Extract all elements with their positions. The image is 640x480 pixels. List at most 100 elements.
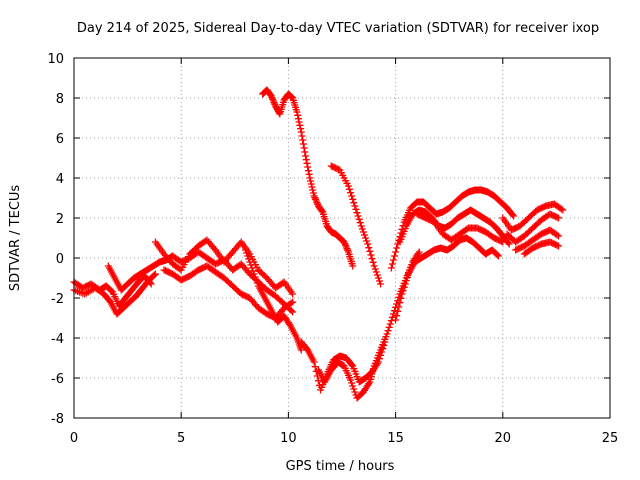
data-point bbox=[414, 250, 422, 258]
data-point bbox=[393, 312, 401, 320]
data-point bbox=[300, 144, 308, 152]
data-point bbox=[349, 262, 357, 270]
data-point bbox=[400, 283, 408, 291]
series-arc-4 bbox=[151, 236, 297, 298]
data-point bbox=[349, 195, 357, 203]
data-point bbox=[246, 258, 254, 266]
data-point bbox=[364, 240, 372, 248]
data-point bbox=[243, 249, 251, 257]
data-point bbox=[553, 231, 561, 239]
data-point bbox=[388, 260, 396, 268]
plot-frame bbox=[73, 57, 611, 419]
data-point bbox=[371, 265, 379, 273]
data-point bbox=[555, 232, 563, 240]
series-arc-13 bbox=[392, 234, 503, 324]
data-point bbox=[271, 100, 279, 108]
data-point bbox=[252, 276, 260, 284]
chart-title: Day 214 of 2025, Sidereal Day-to-day VTE… bbox=[77, 21, 599, 36]
data-point bbox=[306, 174, 314, 182]
data-point bbox=[392, 248, 400, 256]
data-point bbox=[499, 238, 507, 246]
y-tick-label: 6 bbox=[56, 132, 64, 147]
data-point bbox=[385, 323, 393, 331]
data-point bbox=[353, 209, 361, 217]
data-point bbox=[373, 271, 381, 279]
data-point bbox=[351, 388, 359, 396]
data-point bbox=[493, 251, 501, 259]
data-point bbox=[314, 377, 322, 385]
data-point bbox=[342, 243, 350, 251]
data-point bbox=[403, 273, 411, 281]
data-point bbox=[365, 244, 373, 252]
data-point bbox=[356, 219, 364, 227]
data-point bbox=[250, 270, 258, 278]
data-point bbox=[402, 277, 410, 285]
data-point bbox=[295, 118, 303, 126]
data-point bbox=[150, 271, 158, 279]
data-point bbox=[268, 94, 276, 102]
data-point bbox=[395, 303, 403, 311]
data-point bbox=[351, 202, 359, 210]
data-point bbox=[350, 385, 358, 393]
data-point bbox=[340, 238, 348, 246]
data-point bbox=[397, 294, 405, 302]
data-point bbox=[210, 244, 218, 252]
data-point bbox=[508, 211, 516, 219]
data-point bbox=[505, 240, 513, 248]
data-point bbox=[383, 330, 391, 338]
data-point bbox=[352, 205, 360, 213]
y-tick-label: 4 bbox=[56, 172, 64, 187]
data-point bbox=[242, 246, 250, 254]
data-point bbox=[309, 186, 317, 194]
data-point bbox=[297, 125, 305, 133]
data-point bbox=[296, 121, 304, 129]
data-point bbox=[289, 298, 297, 306]
data-point bbox=[305, 170, 313, 178]
data-point bbox=[366, 247, 374, 255]
data-point bbox=[253, 279, 261, 287]
data-point bbox=[269, 95, 277, 103]
x-tick-label: 15 bbox=[387, 431, 404, 446]
data-point bbox=[251, 273, 259, 281]
data-point bbox=[289, 290, 297, 298]
data-point bbox=[285, 320, 293, 328]
x-tick-label: 5 bbox=[177, 431, 185, 446]
series-arc-18 bbox=[520, 238, 563, 258]
data-point bbox=[354, 212, 362, 220]
data-point bbox=[267, 92, 275, 100]
data-point bbox=[245, 255, 253, 263]
data-point bbox=[555, 242, 563, 250]
data-point bbox=[387, 317, 395, 325]
data-point bbox=[384, 327, 392, 335]
data-point bbox=[361, 231, 369, 239]
data-point bbox=[553, 213, 561, 221]
data-point bbox=[312, 197, 320, 205]
data-point bbox=[341, 240, 349, 248]
data-point bbox=[394, 307, 402, 315]
data-point bbox=[495, 252, 503, 260]
data-point bbox=[389, 310, 397, 318]
data-point bbox=[310, 358, 318, 366]
data-point bbox=[312, 195, 320, 203]
y-axis-title: SDTVAR / TECUs bbox=[8, 185, 23, 292]
y-tick-label: -2 bbox=[51, 292, 64, 307]
axes-layer bbox=[73, 57, 611, 419]
data-point bbox=[294, 111, 302, 119]
y-tick-label: -4 bbox=[51, 332, 64, 347]
data-point bbox=[346, 185, 354, 193]
data-point bbox=[367, 251, 375, 259]
data-point bbox=[294, 115, 302, 123]
data-point bbox=[497, 237, 505, 245]
data-point bbox=[301, 148, 309, 156]
data-point bbox=[347, 376, 355, 384]
y-tick-label: 0 bbox=[56, 252, 64, 267]
data-point bbox=[370, 262, 378, 270]
marks-layer bbox=[70, 86, 567, 402]
series-arc-2 bbox=[70, 270, 159, 318]
data-point bbox=[244, 252, 252, 260]
data-point bbox=[302, 152, 310, 160]
data-point bbox=[303, 159, 311, 167]
data-point bbox=[391, 252, 399, 260]
data-point bbox=[304, 167, 312, 175]
